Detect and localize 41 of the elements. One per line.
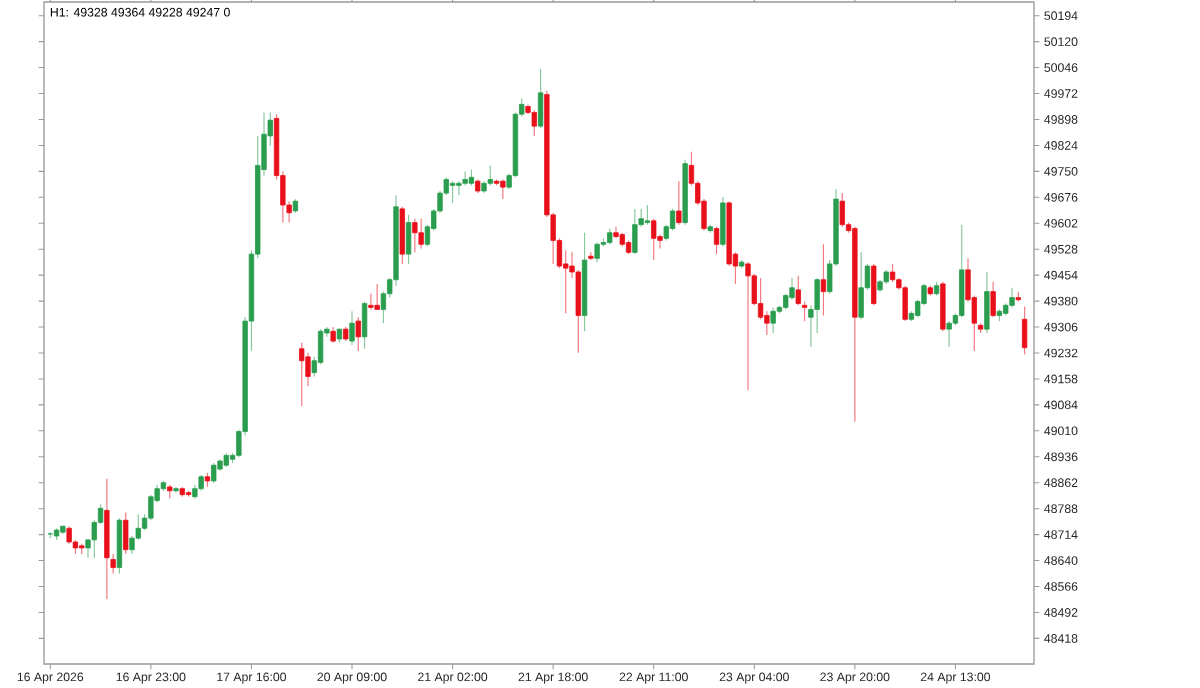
candlestick: [990, 281, 996, 318]
candlestick: [123, 511, 129, 555]
candlestick: [531, 109, 537, 137]
candlestick: [500, 178, 506, 200]
candlestick: [713, 226, 720, 255]
candlestick: [770, 306, 776, 334]
candlestick: [537, 68, 544, 129]
candlestick: [355, 316, 361, 352]
candlestick: [1021, 306, 1028, 355]
candlestick: [399, 206, 405, 265]
candlestick: [487, 164, 493, 186]
candlestick: [745, 261, 751, 391]
candlestick: [902, 285, 908, 322]
candlestick: [405, 214, 412, 265]
candlestick: [299, 342, 305, 407]
candlestick: [946, 320, 952, 348]
candlestick: [651, 218, 657, 261]
candlestick: [594, 241, 600, 263]
candlestick: [412, 218, 418, 253]
candlestick: [374, 283, 380, 311]
candlestick: [676, 180, 682, 226]
candlestick: [1009, 287, 1015, 308]
candlestick: [104, 478, 110, 600]
candlestick: [940, 281, 946, 332]
candlestick: [116, 517, 123, 575]
candlestick: [839, 192, 845, 228]
candlestick: [368, 293, 374, 311]
candlestick: [418, 218, 424, 250]
candlestick: [449, 180, 456, 204]
candlestick: [632, 208, 638, 255]
candlestick: [858, 251, 864, 320]
candlestick: [349, 310, 355, 346]
candlestick: [959, 224, 965, 318]
candlestick: [669, 208, 676, 232]
candlestick: [211, 462, 217, 484]
candlestick: [644, 204, 651, 226]
candlestick: [720, 196, 726, 247]
candlestick: [361, 300, 368, 350]
candlestick: [984, 271, 990, 334]
candlestick: [871, 263, 877, 306]
candlestick: [820, 243, 827, 317]
